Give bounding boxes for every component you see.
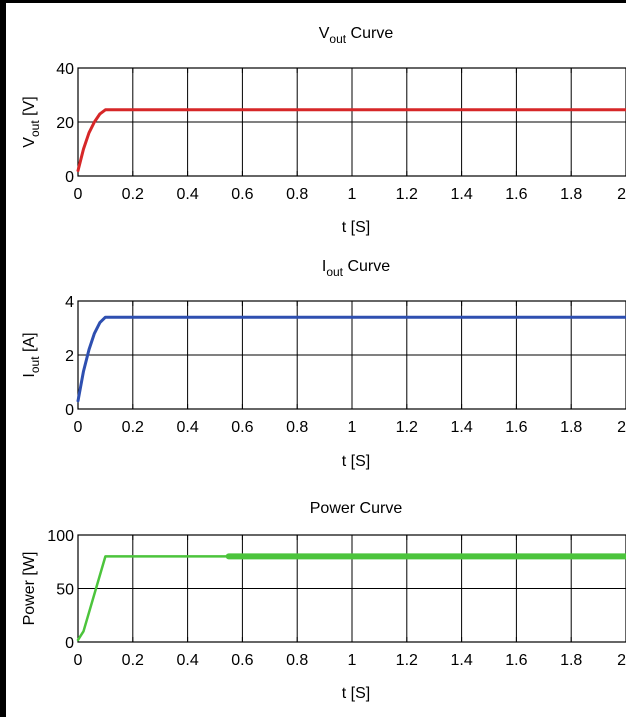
x-tick-label: 1.4 (450, 652, 472, 669)
x-tick-label: 2 (617, 186, 626, 203)
chart-title-rest: Curve (346, 25, 393, 42)
y-axis-label-subscript: out (28, 356, 42, 373)
chart-title-base: Power Curve (310, 500, 403, 517)
y-tick-label: 50 (56, 582, 74, 599)
x-tick-label: 1.4 (450, 186, 472, 203)
y-tick-label: 20 (56, 115, 74, 132)
x-tick-label: 0 (74, 652, 83, 669)
chart-panel-3: 0 0.2 0.4 0.6 0.8 1 1.2 1.4 1.6 1.8 2 0 50 100 Power C… (21, 500, 626, 702)
chart-title-subscript: out (329, 32, 346, 46)
chart-title-base: V (319, 25, 330, 42)
x-tick-label: 0.8 (286, 419, 308, 436)
y-axis-label: Vout [V] (21, 96, 42, 147)
x-tick-label: 0.6 (231, 652, 253, 669)
x-axis-label: t [S] (342, 219, 370, 236)
x-tick-label: 0 (74, 419, 83, 436)
chart-panel-2: 0 0.2 0.4 0.6 0.8 1 1.2 1.4 1.6 1.8 2 0 2 4 Iout Curve… (21, 258, 626, 470)
y-axis-label-base: I (21, 373, 38, 377)
x-tick-label: 0.6 (231, 419, 253, 436)
x-tick-label: 1.4 (450, 419, 472, 436)
y-tick-label: 4 (65, 294, 74, 311)
y-axis-label-rest: [V] (21, 96, 38, 120)
y-tick-label: 100 (47, 528, 74, 545)
chart-title: Vout Curve (319, 25, 394, 46)
x-tick-label: 1.6 (505, 652, 527, 669)
top-border (0, 0, 626, 3)
y-tick-label: 0 (65, 635, 74, 652)
x-tick-label: 0.4 (176, 186, 198, 203)
x-axis-label: t [S] (342, 685, 370, 702)
x-tick-label: 1 (348, 652, 357, 669)
chart-title: Iout Curve (322, 258, 390, 279)
x-tick-label: 1.6 (505, 186, 527, 203)
series-line-1 (76, 108, 626, 173)
x-tick-label: 1.8 (560, 652, 582, 669)
y-axis-label: Iout [A] (21, 332, 42, 377)
x-tick-label: 1.8 (560, 419, 582, 436)
x-tick-label: 2 (617, 419, 626, 436)
x-tick-label: 1.8 (560, 186, 582, 203)
y-axis-label-base: Power [W] (21, 552, 38, 626)
x-tick-label: 0.4 (176, 652, 198, 669)
y-axis-label-base: V (21, 137, 38, 148)
y-axis-label-rest: [A] (21, 332, 38, 356)
x-tick-label: 0.8 (286, 186, 308, 203)
chart-title: Power Curve (310, 500, 403, 517)
series-line-1 (76, 315, 626, 403)
x-axis-label: t [S] (342, 453, 370, 470)
y-tick-label: 0 (65, 169, 74, 186)
left-border (0, 0, 6, 717)
chart-title-base: I (322, 258, 326, 275)
x-tick-label: 1.6 (505, 419, 527, 436)
x-tick-label: 1 (348, 186, 357, 203)
x-tick-label: 1 (348, 419, 357, 436)
y-tick-label: 40 (56, 61, 74, 78)
x-tick-label: 0 (74, 186, 83, 203)
x-tick-label: 0.6 (231, 186, 253, 203)
x-tick-label: 1.2 (396, 652, 418, 669)
x-tick-label: 1.2 (396, 186, 418, 203)
x-tick-label: 0.2 (122, 419, 144, 436)
chart-title-subscript: out (326, 265, 343, 279)
x-tick-label: 0.8 (286, 652, 308, 669)
x-tick-label: 0.2 (122, 652, 144, 669)
y-tick-label: 0 (65, 402, 74, 419)
x-tick-label: 1.2 (396, 419, 418, 436)
y-axis-label: Power [W] (21, 552, 38, 626)
chart-title-rest: Curve (343, 258, 390, 275)
x-tick-label: 0.4 (176, 419, 198, 436)
y-axis-label-subscript: out (28, 120, 42, 137)
x-tick-label: 0.2 (122, 186, 144, 203)
y-tick-label: 2 (65, 348, 74, 365)
x-tick-label: 2 (617, 652, 626, 669)
